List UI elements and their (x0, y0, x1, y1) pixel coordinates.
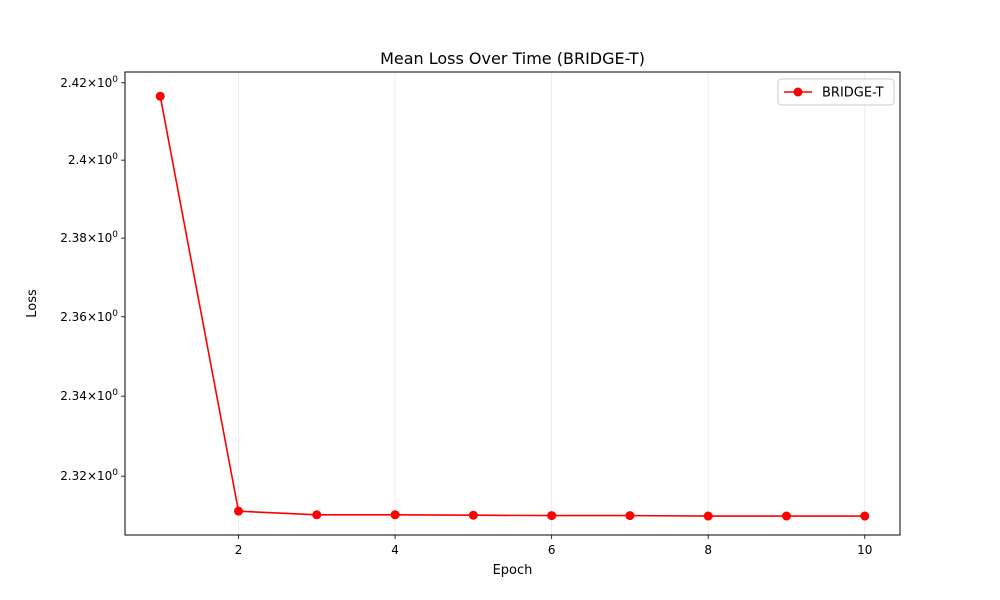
x-axis-ticks: 2 4 6 8 10 (235, 535, 872, 557)
data-point (155, 91, 165, 101)
data-point (860, 511, 870, 521)
series-layer (155, 91, 870, 521)
grid-layer (238, 72, 866, 535)
plot-area-frame (124, 71, 901, 536)
legend-box (777, 78, 895, 106)
y-axis-ticks: 2.32×100 2.34×100 2.36×100 2.38×100 2.4×100 2… (60, 75, 125, 483)
y-tick-label: 2.32×100 (60, 468, 118, 483)
data-point (703, 511, 713, 521)
data-point (781, 511, 791, 521)
chart-title: Mean Loss Over Time (BRIDGE-T) (380, 49, 645, 68)
x-tick-label: 2 (235, 543, 243, 557)
data-point (312, 510, 322, 520)
y-tick-label: 2.4×100 (68, 152, 118, 167)
data-point (547, 511, 557, 521)
y-tick-label: 2.42×100 (60, 75, 118, 90)
x-tick-label: 4 (391, 543, 399, 557)
data-point (468, 510, 478, 520)
x-tick-label: 6 (548, 543, 556, 557)
y-tick-label: 2.34×100 (60, 388, 118, 403)
data-point (625, 511, 635, 521)
x-axis-label: Epoch (493, 563, 533, 578)
x-tick-label: 10 (857, 543, 872, 557)
y-tick-label: 2.36×100 (60, 309, 118, 324)
legend: BRIDGE-T (777, 78, 895, 106)
data-point (234, 506, 244, 516)
x-tick-label: 8 (704, 543, 712, 557)
legend-marker-swatch (793, 87, 803, 97)
data-point (390, 510, 400, 520)
y-axis-label: Loss (25, 289, 40, 318)
y-tick-label: 2.38×100 (60, 230, 118, 245)
series-line (159, 96, 865, 517)
legend-label: BRIDGE-T (822, 86, 884, 101)
